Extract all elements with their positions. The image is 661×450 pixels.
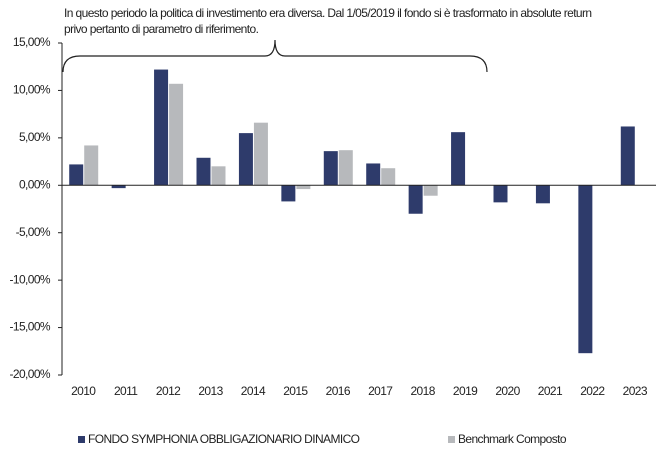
bar — [535, 185, 550, 204]
x-tick-label: 2016 — [326, 384, 351, 398]
x-tick-label: 2020 — [495, 384, 520, 398]
bar — [408, 185, 423, 214]
bar — [253, 122, 268, 186]
bar — [381, 168, 396, 186]
y-tick-label: 5,00% — [19, 130, 51, 144]
x-tick-label: 2018 — [410, 384, 435, 398]
legend-swatch — [78, 436, 85, 443]
bar — [338, 150, 353, 186]
bar — [281, 185, 296, 202]
x-tick-label: 2021 — [538, 384, 563, 398]
x-tick-label: 2014 — [241, 384, 266, 398]
annotation: In questo periodo la politica di investi… — [64, 6, 591, 20]
x-tick-label: 2019 — [453, 384, 478, 398]
bar — [196, 157, 211, 186]
y-tick-label: 0,00% — [19, 177, 51, 191]
y-tick-label: -10,00% — [10, 272, 51, 286]
y-tick-label: 10,00% — [13, 83, 51, 97]
bar — [423, 185, 438, 196]
brace — [62, 39, 488, 73]
bar — [84, 145, 99, 186]
x-tick-label: 2011 — [114, 384, 138, 398]
bar — [69, 164, 84, 186]
bar — [154, 69, 169, 186]
bar — [323, 151, 338, 186]
x-tick-label: 2012 — [156, 384, 181, 398]
bar — [169, 83, 184, 186]
x-tick-label: 2010 — [71, 384, 96, 398]
bar — [211, 166, 226, 186]
y-tick-label: 15,00% — [13, 35, 51, 49]
y-tick-label: -5,00% — [16, 225, 51, 239]
bar — [493, 185, 508, 203]
y-tick-label: -15,00% — [10, 320, 51, 334]
legend-label: Benchmark Composto — [458, 432, 567, 446]
annotation: privo pertanto di parametro di riferimen… — [64, 22, 259, 36]
bar — [238, 133, 253, 186]
x-tick-label: 2023 — [623, 384, 648, 398]
bar — [578, 185, 593, 354]
bar — [296, 185, 311, 190]
x-tick-label: 2015 — [283, 384, 308, 398]
bar — [111, 185, 126, 189]
bar — [451, 132, 466, 186]
y-tick-label: -20,00% — [10, 367, 51, 381]
bar — [620, 126, 635, 186]
legend-swatch — [448, 436, 455, 443]
x-tick-label: 2017 — [368, 384, 393, 398]
bar — [366, 163, 381, 186]
x-tick-label: 2022 — [580, 384, 605, 398]
x-tick-label: 2013 — [198, 384, 223, 398]
legend-label: FONDO SYMPHONIA OBBLIGAZIONARIO DINAMICO — [88, 432, 360, 446]
